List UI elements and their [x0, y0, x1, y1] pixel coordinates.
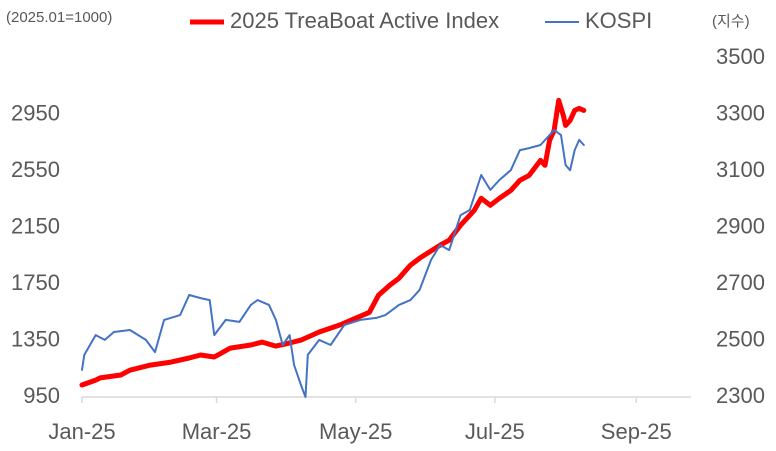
- series-line: [81, 129, 585, 398]
- y-tick-label: 2950: [11, 100, 60, 125]
- x-tick-label: Mar-25: [182, 419, 252, 444]
- left-axis-note: (2025.01=1000): [6, 9, 112, 26]
- y2-tick-label: 2500: [716, 326, 765, 351]
- legend-label: 2025 TreaBoat Active Index: [230, 8, 499, 33]
- x-tick-label: Sep-25: [601, 419, 672, 444]
- y2-tick-label: 2700: [716, 270, 765, 295]
- y-tick-label: 950: [23, 383, 60, 408]
- y2-tick-label: 2900: [716, 213, 765, 238]
- y2-tick-label: 3500: [716, 44, 765, 69]
- y-tick-label: 1350: [11, 326, 60, 351]
- x-tick-label: Jan-25: [48, 419, 115, 444]
- y-tick-label: 2150: [11, 213, 60, 238]
- right-axis-note: (지수): [712, 13, 750, 30]
- legend-label: KOSPI: [585, 8, 652, 33]
- y2-tick-label: 3300: [716, 100, 765, 125]
- x-tick-label: May-25: [319, 419, 392, 444]
- y2-tick-label: 2300: [716, 383, 765, 408]
- x-tick-label: Jul-25: [465, 419, 525, 444]
- y-tick-label: 2550: [11, 157, 60, 182]
- y2-tick-label: 3100: [716, 157, 765, 182]
- y-tick-label: 1750: [11, 270, 60, 295]
- series-line: [79, 97, 587, 388]
